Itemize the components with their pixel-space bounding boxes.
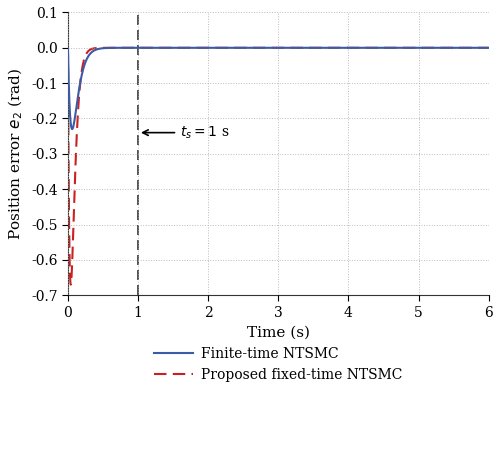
Proposed fixed-time NTSMC xyxy=(486,45,492,51)
Finite-time NTSMC xyxy=(113,45,119,51)
Proposed fixed-time NTSMC xyxy=(68,282,73,288)
Finite-time NTSMC xyxy=(478,45,484,51)
Legend: Finite-time NTSMC, Proposed fixed-time NTSMC: Finite-time NTSMC, Proposed fixed-time N… xyxy=(148,342,408,388)
Line: Proposed fixed-time NTSMC: Proposed fixed-time NTSMC xyxy=(68,48,488,285)
Proposed fixed-time NTSMC xyxy=(138,45,144,51)
Proposed fixed-time NTSMC xyxy=(432,45,438,51)
Proposed fixed-time NTSMC xyxy=(65,45,71,51)
Finite-time NTSMC xyxy=(138,45,144,51)
Proposed fixed-time NTSMC xyxy=(226,45,232,51)
Finite-time NTSMC xyxy=(486,45,492,51)
Finite-time NTSMC xyxy=(69,126,75,132)
X-axis label: Time (s): Time (s) xyxy=(247,325,310,339)
Finite-time NTSMC xyxy=(65,45,71,51)
Y-axis label: Position error $e_2$ (rad): Position error $e_2$ (rad) xyxy=(7,68,26,240)
Finite-time NTSMC xyxy=(244,45,250,51)
Finite-time NTSMC xyxy=(432,45,438,51)
Proposed fixed-time NTSMC xyxy=(478,45,484,51)
Proposed fixed-time NTSMC xyxy=(244,45,250,51)
Line: Finite-time NTSMC: Finite-time NTSMC xyxy=(68,48,488,129)
Text: $t_s=1$ s: $t_s=1$ s xyxy=(142,124,230,141)
Proposed fixed-time NTSMC xyxy=(113,45,119,51)
Finite-time NTSMC xyxy=(226,45,232,51)
